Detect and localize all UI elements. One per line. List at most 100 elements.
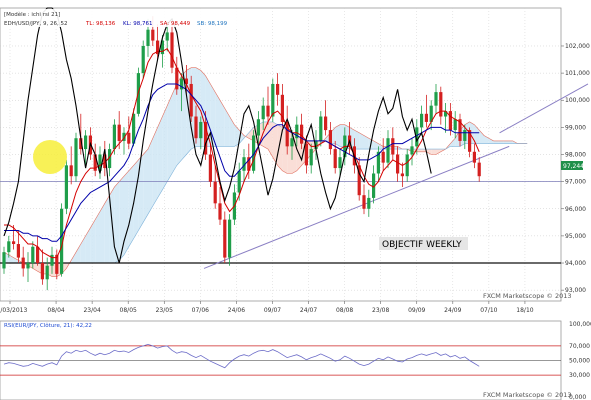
candle-body [98,154,102,171]
candle-body [74,138,78,177]
candle-body [237,170,241,193]
rsi-tick-label: 30,000 [569,372,590,379]
candle-body [175,67,179,90]
candle-body [463,130,467,141]
candle-body [31,246,35,264]
candle-body [472,151,476,163]
senkou-span-a [3,67,528,277]
cloud-segment [157,116,163,198]
cloud-segment [128,165,134,247]
cloud-segment [426,149,432,155]
cloud-segment [436,149,441,155]
candle-body [400,173,404,177]
cloud-segment [220,100,225,147]
cloud-segment [152,127,158,207]
cloud-segment [479,130,484,144]
candle-body [252,135,256,171]
candle-body [208,154,212,182]
candle-body [367,197,371,209]
rsi-grid [0,345,561,376]
candle-body [324,116,328,131]
cloud-segment [148,138,153,215]
candle-body [151,29,155,41]
cloud-segment [114,181,120,264]
rsi-title: RSI(EUR/JPY, Clôture, 21): 42,22 [4,322,92,329]
rsi-line [3,343,480,369]
cloud-segment [80,235,86,264]
candle-body [458,119,462,141]
candle-body [7,241,11,253]
candle-body [280,94,284,122]
candle-body [45,265,49,280]
candle-body [156,40,160,55]
date-tick-label: 08/05 [120,307,137,314]
candle-body [228,219,232,258]
candle-body [93,154,97,171]
candle-body [376,151,380,174]
date-tick-label: 24/06 [228,307,245,314]
cloud-segment [359,132,364,150]
candle-body [266,105,270,117]
candle-body [184,78,188,84]
candle-body [117,124,121,141]
candle-body [84,135,88,150]
trendline [499,83,589,134]
indicator-value: TL: 98,136 [85,21,116,27]
candle-body [108,149,112,169]
candle-body [300,124,304,144]
candle-body [170,32,174,68]
last-price-value: 97,244 [563,163,584,170]
candle-body [132,113,136,144]
price-panel: 102,000 101,000 100,000 99,000 98,000 97,000 9… [0,7,590,314]
cloud-segment [224,108,230,147]
cloud-segment [373,140,379,150]
price-tick-label: 96,000 [565,206,586,213]
header-box [1,9,246,27]
candle-body [381,151,385,163]
date-tick-label: 23/08 [372,307,389,314]
indicator-lines [3,7,480,264]
date-tick-label: 08/08 [336,307,353,314]
rsi-watermark: FXCM Marketscope © 2013 [483,391,572,399]
date-axis: 18/03/2013 08/04 23/04 08/05 23/05 07/06 24/06… [0,301,534,314]
candle-body [213,181,217,204]
trendlines [203,83,589,269]
cloud-segment [378,143,384,150]
cloud-segment [484,135,489,144]
price-tick-label: 101,000 [565,70,590,77]
rsi-series-line [3,343,480,369]
candle-body [12,241,16,245]
candle-body [21,257,25,269]
candle-body [141,45,145,74]
candle-body [256,119,260,136]
cloud-segment [167,94,172,182]
cloud-segment [13,257,19,264]
series-line-chikou [3,7,432,264]
cloud-segment [296,135,302,171]
candle-body [314,140,318,150]
horizontal-levels [0,181,561,264]
candle-body [112,124,116,150]
candle-body [424,113,428,122]
candle-body [50,254,54,266]
candle-body [199,121,203,139]
candle-body [60,208,64,274]
date-tick-label: 23/05 [156,307,173,314]
candle-body [26,263,30,269]
cloud-segment [421,149,427,152]
indicator-value: SB: 98,199 [197,21,228,27]
date-tick-label: 09/07 [264,307,281,314]
cloud-segment [100,203,105,264]
date-tick-label: 18/03/2013 [0,307,27,314]
objectif-weekly-text: OBJECTIF WEEKLY [382,240,462,250]
date-tick-label: 24/09 [444,307,461,314]
cloud-segment [354,130,360,150]
price-tick-label: 100,000 [565,97,590,104]
candle-body [127,132,131,144]
instrument-label: EDH/USD/JPY, 9, 26, 52 [4,21,67,27]
cloud-segment [8,254,14,264]
date-tick-label: 07/06 [192,307,209,314]
cloud-segment [143,149,148,223]
candle-body [64,165,68,209]
cloud-segment [272,121,278,166]
